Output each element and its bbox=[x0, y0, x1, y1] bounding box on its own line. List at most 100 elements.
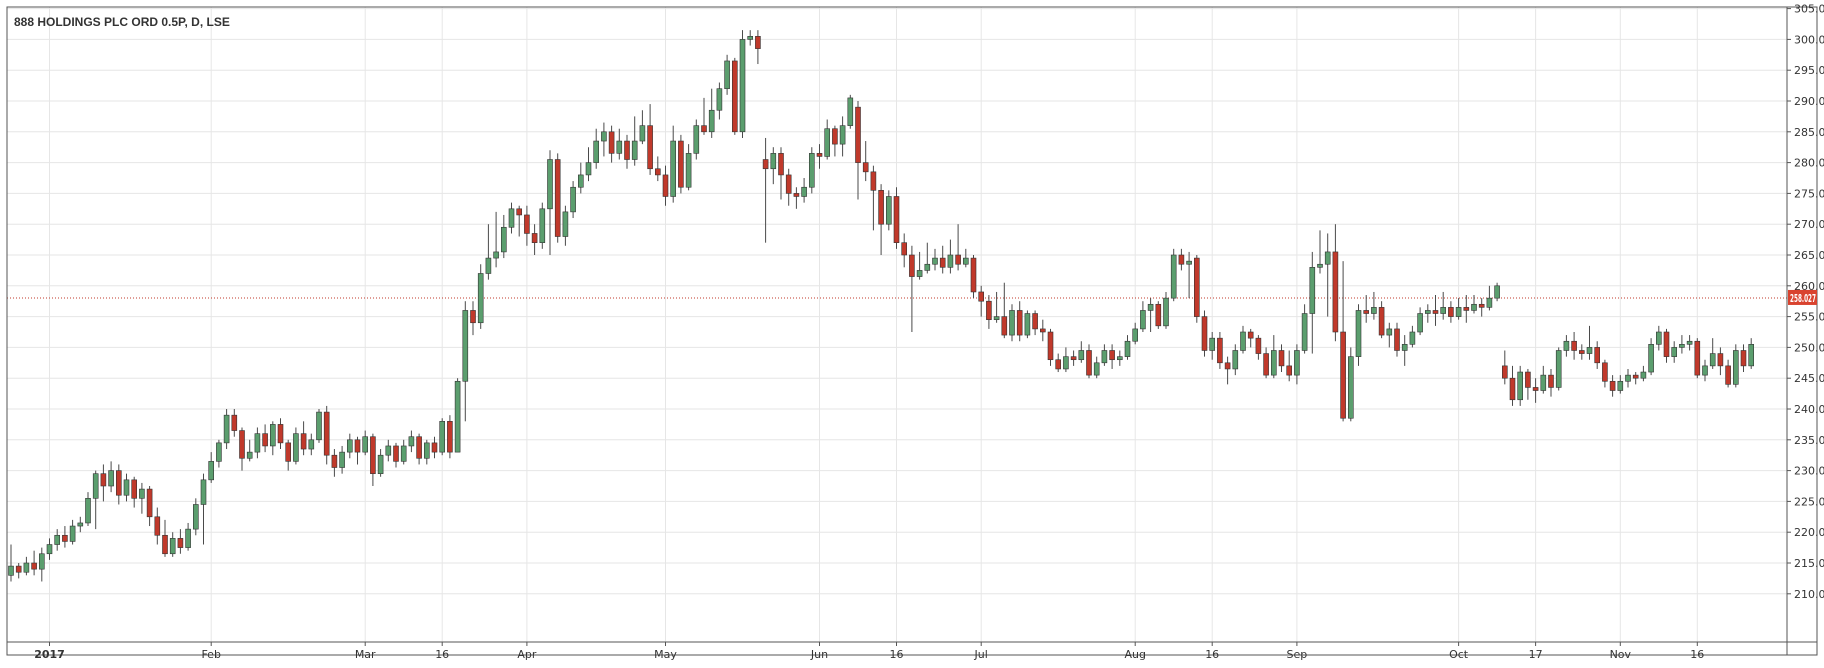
candle[interactable] bbox=[1725, 359, 1731, 388]
candle[interactable] bbox=[1047, 328, 1054, 366]
candle[interactable] bbox=[1101, 344, 1108, 366]
candle[interactable] bbox=[108, 461, 114, 493]
candle[interactable] bbox=[1579, 344, 1585, 360]
candle[interactable] bbox=[254, 427, 261, 459]
candle[interactable] bbox=[1186, 251, 1192, 299]
candle[interactable] bbox=[647, 104, 653, 175]
candle[interactable] bbox=[323, 405, 330, 465]
candle[interactable] bbox=[200, 473, 207, 545]
candle[interactable] bbox=[69, 519, 76, 545]
candle[interactable] bbox=[1286, 350, 1292, 382]
candle[interactable] bbox=[1294, 344, 1300, 385]
candle[interactable] bbox=[1032, 310, 1038, 336]
candle[interactable] bbox=[23, 556, 30, 576]
candle[interactable] bbox=[470, 301, 476, 336]
candle[interactable] bbox=[1355, 304, 1362, 366]
candle[interactable] bbox=[1509, 365, 1516, 406]
candle[interactable] bbox=[1525, 368, 1531, 400]
candle[interactable] bbox=[870, 165, 877, 231]
candle[interactable] bbox=[162, 519, 168, 557]
candle[interactable] bbox=[1194, 255, 1200, 323]
candle[interactable] bbox=[601, 122, 607, 157]
candle[interactable] bbox=[1709, 338, 1716, 369]
candle[interactable] bbox=[1170, 248, 1177, 302]
candle[interactable] bbox=[847, 94, 854, 129]
candle[interactable] bbox=[293, 427, 299, 465]
candle[interactable] bbox=[46, 538, 53, 560]
candle[interactable] bbox=[1586, 325, 1593, 360]
candle[interactable] bbox=[577, 162, 584, 194]
candle[interactable] bbox=[547, 150, 553, 255]
candle[interactable] bbox=[1378, 301, 1385, 339]
candle[interactable] bbox=[1494, 282, 1500, 302]
candle[interactable] bbox=[631, 116, 638, 166]
candle[interactable] bbox=[824, 119, 831, 160]
candle[interactable] bbox=[955, 224, 961, 271]
candle[interactable] bbox=[92, 470, 99, 530]
candle[interactable] bbox=[1140, 301, 1146, 332]
candle[interactable] bbox=[216, 439, 222, 468]
candle[interactable] bbox=[816, 144, 823, 169]
candle[interactable] bbox=[1555, 347, 1562, 391]
candle[interactable] bbox=[901, 233, 908, 268]
candle[interactable] bbox=[54, 529, 61, 551]
candle[interactable] bbox=[1517, 365, 1523, 406]
candle[interactable] bbox=[793, 187, 800, 209]
candle[interactable] bbox=[1301, 304, 1308, 354]
candle[interactable] bbox=[986, 295, 992, 329]
candle[interactable] bbox=[239, 427, 245, 471]
candle[interactable] bbox=[1278, 344, 1285, 373]
candle[interactable] bbox=[1240, 325, 1246, 354]
candle[interactable] bbox=[662, 165, 669, 206]
candle[interactable] bbox=[1417, 307, 1423, 336]
candle[interactable] bbox=[801, 178, 807, 203]
candle[interactable] bbox=[331, 449, 338, 477]
candle[interactable] bbox=[778, 147, 784, 200]
candle[interactable] bbox=[431, 436, 438, 459]
candle[interactable] bbox=[808, 147, 815, 194]
candle[interactable] bbox=[1455, 298, 1462, 320]
candle[interactable] bbox=[909, 245, 915, 332]
candle[interactable] bbox=[408, 430, 415, 453]
candle[interactable] bbox=[1155, 301, 1162, 329]
candle[interactable] bbox=[139, 482, 145, 514]
candle[interactable] bbox=[439, 418, 446, 456]
candle[interactable] bbox=[1132, 322, 1138, 345]
candle[interactable] bbox=[1502, 350, 1508, 385]
candle[interactable] bbox=[762, 137, 769, 243]
candle[interactable] bbox=[531, 224, 538, 255]
candle[interactable] bbox=[1717, 347, 1724, 376]
candle[interactable] bbox=[1247, 328, 1254, 348]
candle[interactable] bbox=[362, 430, 369, 456]
candle[interactable] bbox=[678, 134, 684, 194]
candle[interactable] bbox=[978, 285, 985, 317]
candle[interactable] bbox=[624, 134, 630, 169]
candle[interactable] bbox=[832, 125, 838, 157]
candle[interactable] bbox=[1702, 359, 1708, 382]
candle[interactable] bbox=[1671, 341, 1677, 363]
candle[interactable] bbox=[1632, 372, 1639, 385]
candle[interactable] bbox=[1679, 335, 1685, 354]
candle[interactable] bbox=[100, 464, 107, 502]
candle[interactable] bbox=[1663, 328, 1670, 363]
candle[interactable] bbox=[1740, 344, 1747, 373]
candle[interactable] bbox=[1263, 347, 1269, 379]
candle[interactable] bbox=[246, 439, 253, 462]
candle[interactable] bbox=[1440, 291, 1446, 320]
candle[interactable] bbox=[1448, 301, 1454, 323]
candle[interactable] bbox=[1748, 338, 1754, 369]
candle[interactable] bbox=[685, 144, 692, 191]
candle[interactable] bbox=[31, 550, 37, 576]
candle[interactable] bbox=[839, 116, 846, 157]
candle[interactable] bbox=[1217, 332, 1223, 369]
candle[interactable] bbox=[477, 264, 484, 329]
candle[interactable] bbox=[1109, 344, 1115, 369]
candle[interactable] bbox=[1394, 322, 1400, 357]
candle[interactable] bbox=[416, 433, 422, 465]
candle[interactable] bbox=[1093, 356, 1100, 379]
candle[interactable] bbox=[1317, 230, 1323, 274]
candle[interactable] bbox=[785, 168, 792, 206]
candle[interactable] bbox=[1040, 319, 1046, 342]
candle[interactable] bbox=[970, 255, 977, 299]
